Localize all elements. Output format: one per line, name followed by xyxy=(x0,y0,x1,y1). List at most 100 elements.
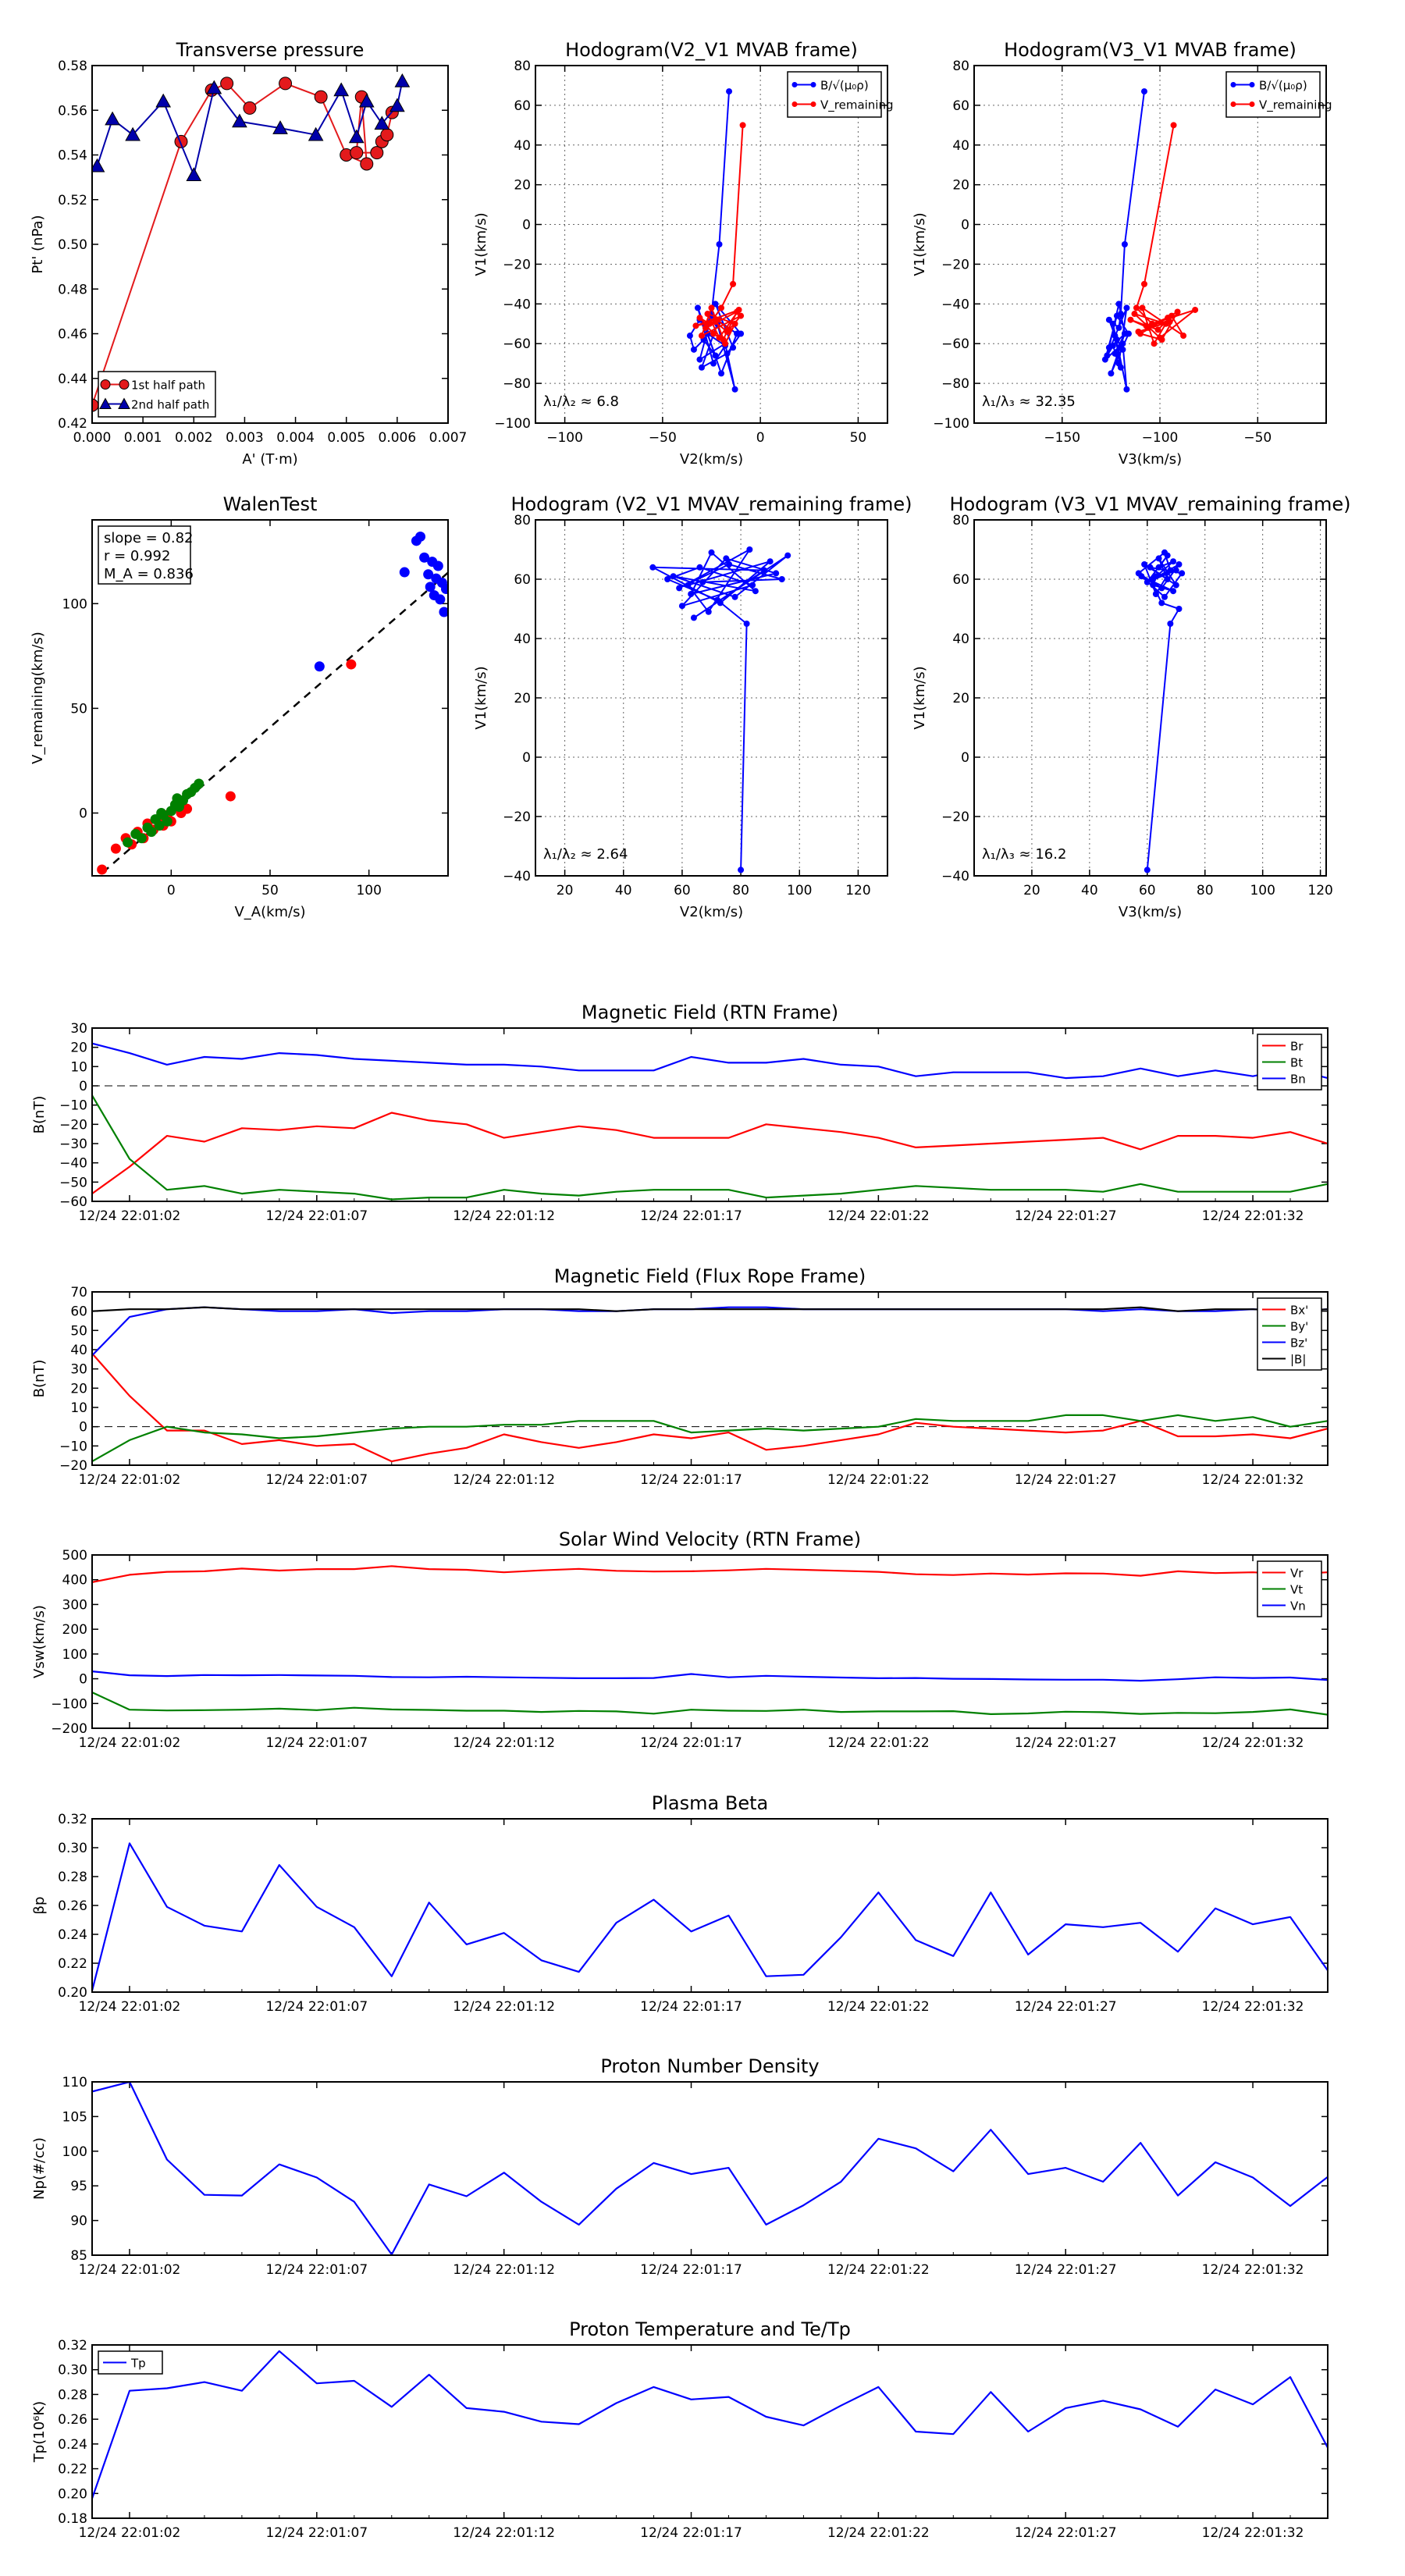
hodogram-v2v1-mvab-series-0-point xyxy=(730,344,737,351)
magnetic-field-flux-rope-panel: Magnetic Field (Flux Rope Frame) −20 −10 0 1… xyxy=(31,1265,1329,1488)
hodogram-v2v1-mvab-series-1-point xyxy=(708,304,715,311)
y-axis-label: V1(km/s) xyxy=(912,212,928,276)
hodogram-v3v1-mvab-series-0-point xyxy=(1105,316,1112,323)
hodogram-v3v1-mvav-series-0-point xyxy=(1172,567,1179,574)
y-tick-label: −80 xyxy=(941,376,969,392)
y-tick-label: 90 xyxy=(70,2214,87,2229)
proton-number-density-panel: Proton Number Density 85 90 95 100 105 110 12/2… xyxy=(31,2055,1329,2278)
hodogram-v2v1-mvab-series-0-point xyxy=(716,241,723,247)
chart-title: Proton Number Density xyxy=(600,2055,819,2077)
y-tick-label: 0.24 xyxy=(58,1927,87,1943)
x-tick-label: 0.003 xyxy=(226,430,264,446)
plot-area xyxy=(649,546,791,873)
x-tick-label: 12/24 22:01:32 xyxy=(1202,2262,1304,2278)
hodogram-v3v1-mvav-series-0-point xyxy=(1164,576,1171,582)
y-tick-label: −40 xyxy=(941,297,969,312)
hodogram-v2v1-mvab-series-1-point xyxy=(710,330,717,337)
walen-test-series-2-point xyxy=(415,531,426,542)
x-tick-label: 12/24 22:01:02 xyxy=(79,1472,181,1488)
y-tick-label: 0.28 xyxy=(58,2387,87,2403)
x-tick-label: 12/24 22:01:27 xyxy=(1015,1999,1117,2015)
legend-label: V_remaining xyxy=(1259,98,1332,113)
hodogram-v3v1-mvab-series-1-point xyxy=(1149,320,1156,327)
hodogram-v3v1-mvab-series-0-point xyxy=(1121,330,1128,337)
hodogram-v2v1-mvab-series-1-point xyxy=(731,320,738,327)
hodogram-v3v1-mvav-series-0-point xyxy=(1155,555,1162,562)
hodogram-v2v1-mvav-series-0-point xyxy=(761,567,768,574)
walen-test-series-2-point xyxy=(419,552,430,563)
hodogram-v3v1-mvab-series-1-point xyxy=(1174,308,1181,315)
x-tick-label: 20 xyxy=(1023,883,1040,898)
hodogram-v2v1-mvab-series-0-point xyxy=(738,330,745,337)
y-tick-label: 80 xyxy=(952,513,969,528)
hodogram-v2v1-mvab-series-1-point xyxy=(692,322,699,329)
x-tick-label: 12/24 22:01:02 xyxy=(79,1208,181,1224)
hodogram-v3v1-mvav-series-0-point xyxy=(1179,570,1186,577)
y-tick-label: 0.52 xyxy=(58,193,87,208)
y-tick-label: 95 xyxy=(70,2179,87,2194)
transverse-pressure-series-1-point xyxy=(394,73,411,87)
plot-area xyxy=(92,2350,1328,2499)
y-tick-label: 80 xyxy=(514,59,531,74)
y-tick-label: −80 xyxy=(503,376,531,392)
legend-label: 2nd half path xyxy=(131,398,209,412)
hodogram-v2v1-mvav-series-0-point xyxy=(670,573,677,580)
y-tick-label: 30 xyxy=(70,1362,87,1378)
y-tick-label: −40 xyxy=(941,869,969,884)
x-tick-label: 50 xyxy=(850,430,867,446)
x-tick-label: 12/24 22:01:27 xyxy=(1015,1735,1117,1751)
chart-title: WalenTest xyxy=(223,493,318,515)
transverse-pressure-series-1-point xyxy=(389,98,405,112)
axes-frame xyxy=(535,65,888,424)
x-tick-label: 12/24 22:01:22 xyxy=(827,1208,930,1224)
hodogram-v2v1-mvav-series-0-point xyxy=(731,593,738,600)
hodogram-v3v1-mvab-series-1-point xyxy=(1166,318,1173,326)
x-axis-label: V3(km/s) xyxy=(1119,451,1182,468)
y-tick-label: 0.46 xyxy=(58,327,87,343)
plasma-beta-series-0-line xyxy=(92,1842,1328,1991)
y-tick-label: 0.58 xyxy=(58,59,87,74)
transverse-pressure-series-0-line xyxy=(92,82,393,406)
hodogram-v3v1-mvab-series-0-point xyxy=(1113,312,1120,319)
y-tick-label: −40 xyxy=(503,297,531,312)
hodogram-v3v1-mvab-series-1-point xyxy=(1133,304,1140,311)
x-tick-label: 12/24 22:01:22 xyxy=(827,1735,930,1751)
chart-title: Hodogram (V3_V1 MVAV_remaining frame) xyxy=(949,493,1350,515)
transverse-pressure-panel: Transverse pressure 0.42 0.44 0.46 0.48 0.50 0… xyxy=(30,39,467,468)
hodogram-v2v1-mvab-panel: Hodogram(V2_V1 MVAB frame) −100 −80 −60 −40 −… xyxy=(473,39,894,468)
chart-title: Hodogram (V2_V1 MVAV_remaining frame) xyxy=(510,493,912,515)
plot-area xyxy=(92,1842,1328,1991)
stats-line: M_A = 0.836 xyxy=(104,566,194,582)
y-axis-label: B(nT) xyxy=(31,1096,48,1134)
hodogram-v2v1-mvab-series-0-point xyxy=(694,304,701,311)
axes-frame xyxy=(91,1554,1329,1729)
hodogram-v3v1-mvav-series-0-point xyxy=(1152,591,1159,597)
hodogram-v3v1-mvav-series-0-point xyxy=(1135,570,1142,577)
x-tick-label: 12/24 22:01:07 xyxy=(265,2525,368,2541)
axes-frame xyxy=(91,2081,1329,2256)
y-tick-label: 0.30 xyxy=(58,2363,87,2379)
chart-title: Hodogram(V2_V1 MVAB frame) xyxy=(565,39,858,61)
hodogram-v2v1-mvab-series-1-point xyxy=(706,320,713,327)
x-tick-label: 12/24 22:01:12 xyxy=(453,2262,555,2278)
hodogram-v3v1-mvab-series-1-point xyxy=(1154,326,1161,333)
plot-area xyxy=(92,2082,1328,2255)
hodogram-v2v1-mvav-panel: Hodogram (V2_V1 MVAV_remaining frame) −40… xyxy=(473,493,912,920)
transverse-pressure-series-1-point xyxy=(155,93,172,108)
x-tick-label: 0.005 xyxy=(327,430,365,446)
hodogram-v2v1-mvab-series-1-point xyxy=(698,333,705,340)
legend-marker xyxy=(99,397,112,409)
y-tick-label: 0.22 xyxy=(58,2462,87,2478)
y-axis-label: V1(km/s) xyxy=(912,666,928,729)
hodogram-v3v1-mvav-series-0-point xyxy=(1172,582,1179,589)
y-tick-label: 30 xyxy=(70,1021,87,1037)
transverse-pressure-series-1-point xyxy=(333,82,350,97)
walen-test-series-1-point xyxy=(194,778,205,789)
hodogram-v2v1-mvab-series-0-point xyxy=(696,356,703,363)
y-tick-label: −20 xyxy=(503,809,531,825)
walen-test-series-0-point xyxy=(346,659,357,670)
hodogram-v2v1-mvab-series-1-point xyxy=(735,306,742,313)
y-tick-label: 200 xyxy=(62,1622,87,1638)
y-tick-label: 0.24 xyxy=(58,2437,87,2453)
hodogram-v3v1-mvab-series-1-point xyxy=(1131,311,1138,318)
